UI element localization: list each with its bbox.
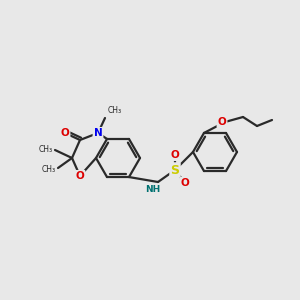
Text: NH: NH [146,185,160,194]
Text: CH₃: CH₃ [39,146,53,154]
Text: O: O [76,171,84,181]
Text: CH₃: CH₃ [42,166,56,175]
Text: O: O [181,178,189,188]
Text: O: O [218,117,226,127]
Text: S: S [170,164,179,176]
Text: N: N [94,128,102,138]
Text: O: O [171,150,179,160]
Text: CH₃: CH₃ [108,106,122,115]
Text: O: O [61,128,69,138]
